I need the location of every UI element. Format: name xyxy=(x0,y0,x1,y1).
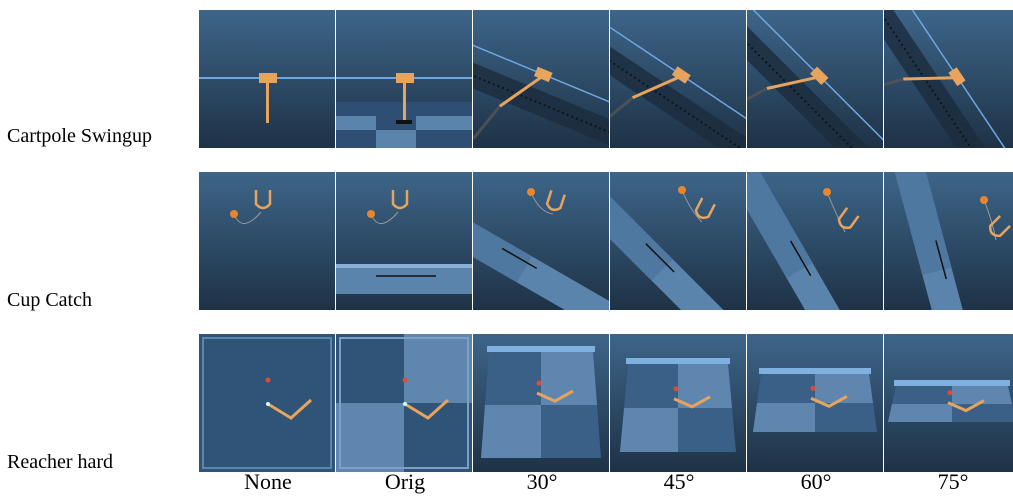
cartpole-60-render xyxy=(747,10,883,148)
cup-catch-orig-image xyxy=(336,172,472,310)
cartpole-none-render xyxy=(199,10,335,148)
reacher-hard-45-image xyxy=(610,334,746,472)
row-label-reacher-hard: Reacher hard xyxy=(7,451,114,473)
cartpole-60-image xyxy=(747,10,883,148)
reacher-hard-orig-render xyxy=(336,334,472,472)
reacher-hard-none-render xyxy=(199,334,335,472)
cartpole-orig-image xyxy=(336,10,472,148)
cartpole-45-render xyxy=(610,10,746,148)
cup-catch-75-render xyxy=(884,172,1013,310)
cup-catch-60-render xyxy=(747,172,883,310)
cup-catch-30-render xyxy=(473,172,609,310)
cup-catch-75-image xyxy=(884,172,1013,310)
reacher-hard-75-image xyxy=(884,334,1013,472)
reacher-hard-30-image xyxy=(473,334,609,472)
col-label-30: 30° xyxy=(526,469,558,494)
cartpole-orig-render xyxy=(336,10,472,148)
reacher-hard-60-render xyxy=(747,334,883,472)
reacher-hard-45-render xyxy=(610,334,746,472)
col-label-75: 75° xyxy=(937,469,969,494)
reacher-hard-75-render xyxy=(884,334,1013,472)
cup-catch-orig-render xyxy=(336,172,472,310)
cartpole-30-render xyxy=(473,10,609,148)
cartpole-45-image xyxy=(610,10,746,148)
cup-catch-60-image xyxy=(747,172,883,310)
col-label-none: None xyxy=(244,469,292,494)
cup-catch-30-image xyxy=(473,172,609,310)
cup-catch-45-render xyxy=(610,172,746,310)
cup-catch-none-render xyxy=(199,172,335,310)
row-label-cartpole: Cartpole Swingup xyxy=(7,125,152,147)
cartpole-30-image xyxy=(473,10,609,148)
reacher-hard-60-image xyxy=(747,334,883,472)
row-label-cup-catch: Cup Catch xyxy=(7,289,92,311)
reacher-hard-30-render xyxy=(473,334,609,472)
cartpole-75-render xyxy=(884,10,1013,148)
cartpole-none-image xyxy=(199,10,335,148)
col-label-60: 60° xyxy=(800,469,832,494)
reacher-hard-orig-image xyxy=(336,334,472,472)
reacher-hard-none-image xyxy=(199,334,335,472)
col-label-orig: Orig xyxy=(384,469,426,494)
col-label-45: 45° xyxy=(663,469,695,494)
cup-catch-45-image xyxy=(610,172,746,310)
cup-catch-none-image xyxy=(199,172,335,310)
cartpole-75-image xyxy=(884,10,1013,148)
